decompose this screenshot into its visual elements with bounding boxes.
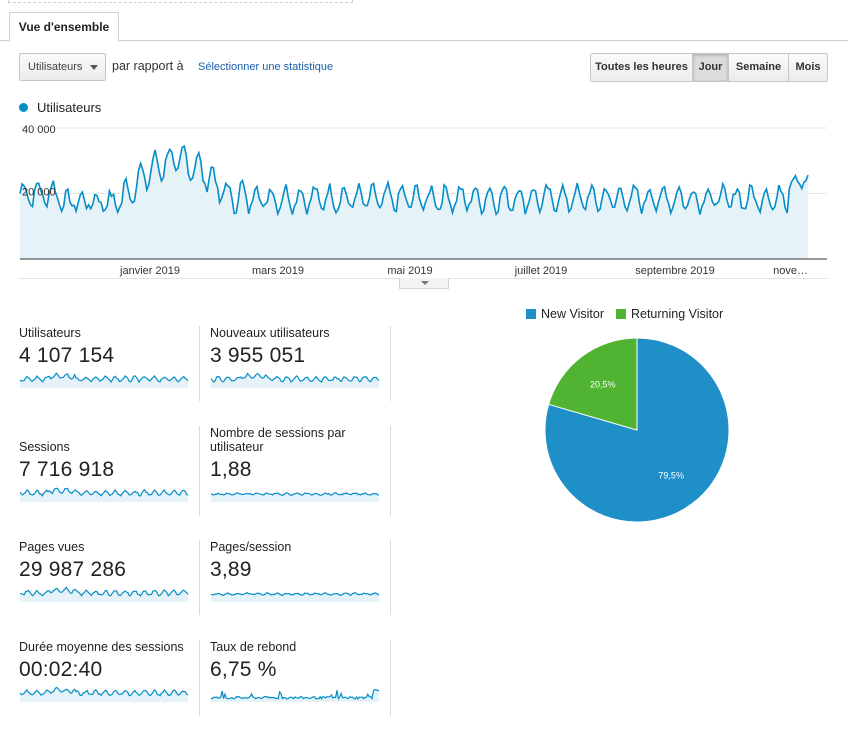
metric-label: Taux de rebond xyxy=(210,640,297,654)
users-line-chart: 40 000 20 000 janvier 2019 mars 2019 mai 201… xyxy=(19,124,827,277)
metric-label: Pages/session xyxy=(210,540,292,554)
metric-separator xyxy=(199,540,200,615)
range-button-week[interactable]: Semaine xyxy=(729,54,789,81)
metric-sparkline xyxy=(19,686,189,702)
metric-separator xyxy=(390,640,391,716)
pie-slice-label: 79,5% xyxy=(658,471,684,481)
metric-separator xyxy=(199,326,200,401)
main-chart-legend: Utilisateurs xyxy=(19,100,101,115)
metric-value: 3 955 051 xyxy=(210,344,306,367)
time-range-group: Toutes les heures Jour Semaine Mois xyxy=(590,53,828,82)
pie-legend-item-returning[interactable]: Returning Visitor xyxy=(615,307,724,321)
metric-tile[interactable]: Nombre de sessions par utilisateur 1,88 xyxy=(210,426,385,502)
tab-overview[interactable]: Vue d'ensemble xyxy=(9,12,119,42)
metric-value: 00:02:40 xyxy=(19,658,103,681)
pie-legend: New Visitor Returning Visitor xyxy=(526,307,735,321)
x-tick-label: nove… xyxy=(773,265,808,277)
metric-select[interactable]: Utilisateurs xyxy=(19,53,106,81)
x-tick-label: janvier 2019 xyxy=(119,265,180,277)
metric-value: 3,89 xyxy=(210,558,252,581)
tab-bar-line xyxy=(0,40,848,41)
metric-sparkline xyxy=(210,491,379,502)
metric-label: Nombre de sessions par utilisateur xyxy=(210,426,346,454)
triangle-down-icon xyxy=(421,281,429,285)
users-series-line xyxy=(19,144,809,217)
metric-sparkline xyxy=(210,591,380,602)
metric-separator xyxy=(199,426,200,516)
pie-slice-returning-visitor xyxy=(548,337,638,431)
metric-separator xyxy=(390,326,391,401)
pie-slice-label: 20,5% xyxy=(590,379,616,389)
metric-tile[interactable]: Taux de rebond 6,75 % xyxy=(210,640,385,702)
y-tick-label: 40 000 xyxy=(22,124,56,136)
chart-collapse-handle[interactable] xyxy=(399,278,449,289)
x-tick-label: mai 2019 xyxy=(387,265,432,277)
metric-tile[interactable]: Durée moyenne des sessions 00:02:40 xyxy=(19,640,194,702)
visitor-type-pie-chart: 79,5% 20,5% xyxy=(544,337,730,523)
x-tick-label: septembre 2019 xyxy=(635,265,715,277)
metric-sparkline xyxy=(19,372,189,388)
metric-separator xyxy=(199,640,200,716)
metric-value: 4 107 154 xyxy=(19,344,115,367)
metric-label: Nouveaux utilisateurs xyxy=(210,326,330,340)
y-tick-label: 20 000 xyxy=(22,187,56,199)
metric-sparkline xyxy=(19,586,189,602)
metric-sparkline xyxy=(210,688,380,702)
range-button-month[interactable]: Mois xyxy=(789,54,827,81)
chevron-down-icon xyxy=(90,65,98,70)
metric-separator xyxy=(390,540,391,615)
legend-swatch-returning-icon xyxy=(615,309,626,319)
select-stat-link[interactable]: Sélectionner une statistique xyxy=(198,61,334,73)
metric-label: Sessions xyxy=(19,440,70,454)
metric-value: 29 987 286 xyxy=(19,558,127,581)
x-tick-label: juillet 2019 xyxy=(514,265,568,277)
metric-value: 7 716 918 xyxy=(19,458,115,481)
metric-value: 6,75 % xyxy=(210,658,277,681)
metric-separator xyxy=(390,426,391,516)
metric-tile[interactable]: Nouveaux utilisateurs 3 955 051 xyxy=(210,326,385,388)
metric-label: Pages vues xyxy=(19,540,85,554)
range-button-hourly[interactable]: Toutes les heures xyxy=(591,54,693,81)
metric-label: Utilisateurs xyxy=(19,326,81,340)
pie-legend-label-new: New Visitor xyxy=(541,307,604,321)
x-tick-label: mars 2019 xyxy=(252,265,304,277)
legend-swatch-new-icon xyxy=(526,309,536,319)
metric-value: 1,88 xyxy=(210,458,252,481)
users-area-fill xyxy=(20,146,808,259)
metric-sparkline xyxy=(210,372,380,388)
top-dashed-divider xyxy=(8,0,353,3)
legend-label-users: Utilisateurs xyxy=(37,100,102,115)
compare-label: par rapport à xyxy=(112,59,184,73)
metric-select-value: Utilisateurs xyxy=(28,61,83,73)
metric-label: Durée moyenne des sessions xyxy=(19,640,184,654)
pie-legend-label-returning: Returning Visitor xyxy=(630,307,724,321)
metric-tile[interactable]: Sessions 7 716 918 xyxy=(19,440,194,502)
metric-tile[interactable]: Pages/session 3,89 xyxy=(210,540,385,602)
metric-tile[interactable]: Utilisateurs 4 107 154 xyxy=(19,326,194,388)
metric-tile[interactable]: Pages vues 29 987 286 xyxy=(19,540,194,602)
metric-sparkline xyxy=(19,487,189,502)
range-button-day[interactable]: Jour xyxy=(693,54,729,81)
legend-dot-icon xyxy=(19,103,28,112)
pie-legend-item-new[interactable]: New Visitor xyxy=(526,307,604,321)
